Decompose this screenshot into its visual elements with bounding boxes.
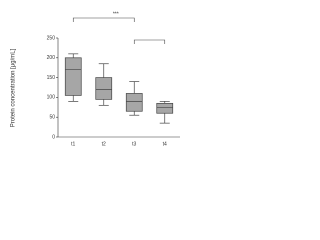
x-tick-label: t1 (71, 141, 75, 147)
y-tick-label: 200 (47, 55, 56, 61)
box (95, 77, 113, 100)
y-tick-label: 0 (52, 134, 55, 140)
y-tick-label: 250 (47, 35, 56, 41)
box (156, 102, 174, 114)
y-axis-label: Protein concentration [μg/mL] (11, 48, 17, 127)
chart: Protein concentration [μg/mL] 0 50 100 150 2… (11, 11, 180, 147)
x-tick-label: t3 (132, 141, 136, 147)
box (64, 57, 82, 96)
box (125, 93, 143, 112)
significance-label: *** (113, 11, 119, 17)
significance-bracket (133, 39, 166, 44)
x-tick-label: t2 (102, 141, 106, 147)
x-tick-label: t4 (163, 141, 167, 147)
y-tick-label: 50 (49, 115, 55, 121)
significance-bracket (72, 17, 135, 22)
y-tick-label: 150 (47, 75, 56, 81)
y-tick-label: 100 (47, 95, 56, 101)
